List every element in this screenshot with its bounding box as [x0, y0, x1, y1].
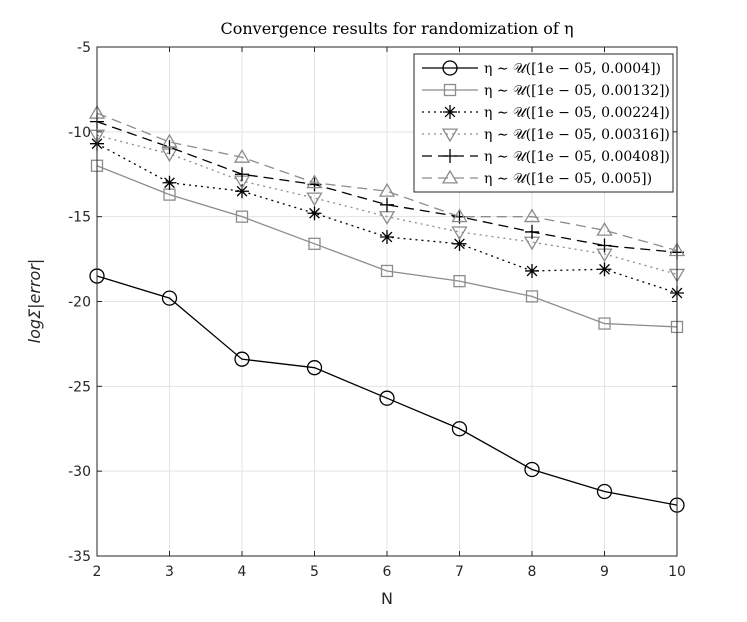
data-point-asterisk: [452, 236, 467, 251]
data-point-square: [380, 264, 394, 278]
legend-label: η ∼ 𝒰([1e − 05, 0.00224]): [484, 105, 670, 121]
series-line: [96, 275, 678, 506]
legend-label: η ∼ 𝒰([1e − 05, 0.00408]): [484, 149, 670, 165]
y-tick-label: -10: [68, 125, 91, 141]
y-tick-label: -30: [68, 464, 91, 480]
legend-item: η ∼ 𝒰([1e − 05, 0.00224]): [422, 105, 670, 121]
data-point-triangle-up: [378, 182, 396, 197]
legend-label: η ∼ 𝒰([1e − 05, 0.005]): [484, 171, 652, 187]
data-point-square: [308, 237, 321, 250]
legend-item: η ∼ 𝒰([1e − 05, 0.00316]): [422, 127, 670, 143]
x-tick-label: 10: [668, 564, 686, 580]
y-tick-label: -5: [77, 40, 91, 56]
legend-marker-plus: [443, 149, 457, 163]
data-point-circle: [306, 360, 323, 376]
legend-box: [413, 53, 674, 193]
series-line: [96, 134, 678, 275]
data-point-triangle-up: [596, 221, 613, 236]
data-point-asterisk: [235, 184, 249, 199]
data-point-circle: [234, 351, 250, 367]
data-point-triangle-down: [451, 226, 468, 241]
data-point-square: [235, 210, 249, 223]
data-point-square: [525, 290, 539, 303]
legend-marker-square: [443, 83, 457, 97]
data-point-triangle-up: [306, 174, 323, 189]
data-point-triangle-up: [451, 208, 468, 223]
x-tick-label: 9: [600, 564, 609, 580]
x-tick-label: 7: [455, 564, 464, 580]
legend-item: η ∼ 𝒰([1e − 05, 0.0004]): [422, 60, 661, 77]
data-point-circle: [379, 390, 395, 406]
data-point-asterisk: [597, 262, 612, 277]
data-point-triangle-down: [306, 192, 323, 207]
x-axis-label: N: [381, 589, 393, 608]
series-layer: [88, 104, 686, 513]
x-tick-label: 5: [310, 564, 319, 580]
legend-item: η ∼ 𝒰([1e − 05, 0.00132]): [422, 83, 670, 99]
data-point-asterisk: [162, 175, 177, 190]
data-point-square: [453, 274, 466, 288]
y-tick-label: -35: [68, 549, 91, 565]
data-point-triangle-up: [523, 208, 541, 223]
data-point-square: [598, 317, 611, 330]
data-point-triangle-up: [233, 149, 251, 163]
data-point-plus: [235, 167, 249, 182]
y-tick-label: -20: [68, 295, 91, 311]
legend-item: η ∼ 𝒰([1e − 05, 0.00408]): [422, 149, 670, 165]
legend-marker-circle: [442, 60, 458, 76]
data-point-circle: [596, 483, 613, 500]
legend-label: η ∼ 𝒰([1e − 05, 0.00132]): [484, 83, 670, 99]
y-tick-label: -15: [68, 210, 91, 226]
data-point-plus: [597, 238, 612, 253]
legend-marker-asterisk: [443, 105, 457, 119]
axis-ticks: 2 3 4 5 6 7 8 9 10 -5 -10 -15 -20 -25 -30 -35: [68, 40, 686, 580]
x-tick-label: 4: [238, 564, 247, 580]
legend-label: η ∼ 𝒰([1e − 05, 0.00316]): [484, 127, 670, 143]
series-line: [96, 165, 678, 328]
x-tick-label: 6: [383, 564, 392, 580]
x-tick-label: 8: [528, 564, 537, 580]
data-point-plus: [380, 197, 394, 212]
data-point-asterisk: [525, 263, 539, 278]
chart-title: Convergence results for randomization of…: [220, 19, 573, 38]
y-tick-label: -25: [68, 379, 91, 395]
data-point-asterisk: [307, 206, 322, 221]
legend-marker-triangle-down: [441, 128, 459, 143]
series-line: [96, 112, 678, 252]
y-axis-label: logΣ|error|: [25, 259, 44, 344]
legend-item: η ∼ 𝒰([1e − 05, 0.005]): [422, 169, 652, 187]
legend-marker-triangle-up: [441, 169, 459, 184]
series-line: [96, 121, 678, 253]
legend: η ∼ 𝒰([1e − 05, 0.0004]) η ∼ 𝒰([1e − 05, …: [413, 53, 674, 193]
series-1: [89, 268, 685, 513]
legend-label: η ∼ 𝒰([1e − 05, 0.0004]): [484, 61, 661, 77]
data-point-circle: [524, 461, 540, 478]
data-point-asterisk: [380, 230, 394, 245]
data-point-circle: [161, 290, 178, 306]
data-point-triangle-up: [161, 133, 178, 148]
data-point-plus: [525, 224, 539, 239]
x-tick-label: 2: [93, 564, 102, 580]
x-tick-label: 3: [165, 564, 174, 580]
data-point-circle: [451, 421, 468, 437]
